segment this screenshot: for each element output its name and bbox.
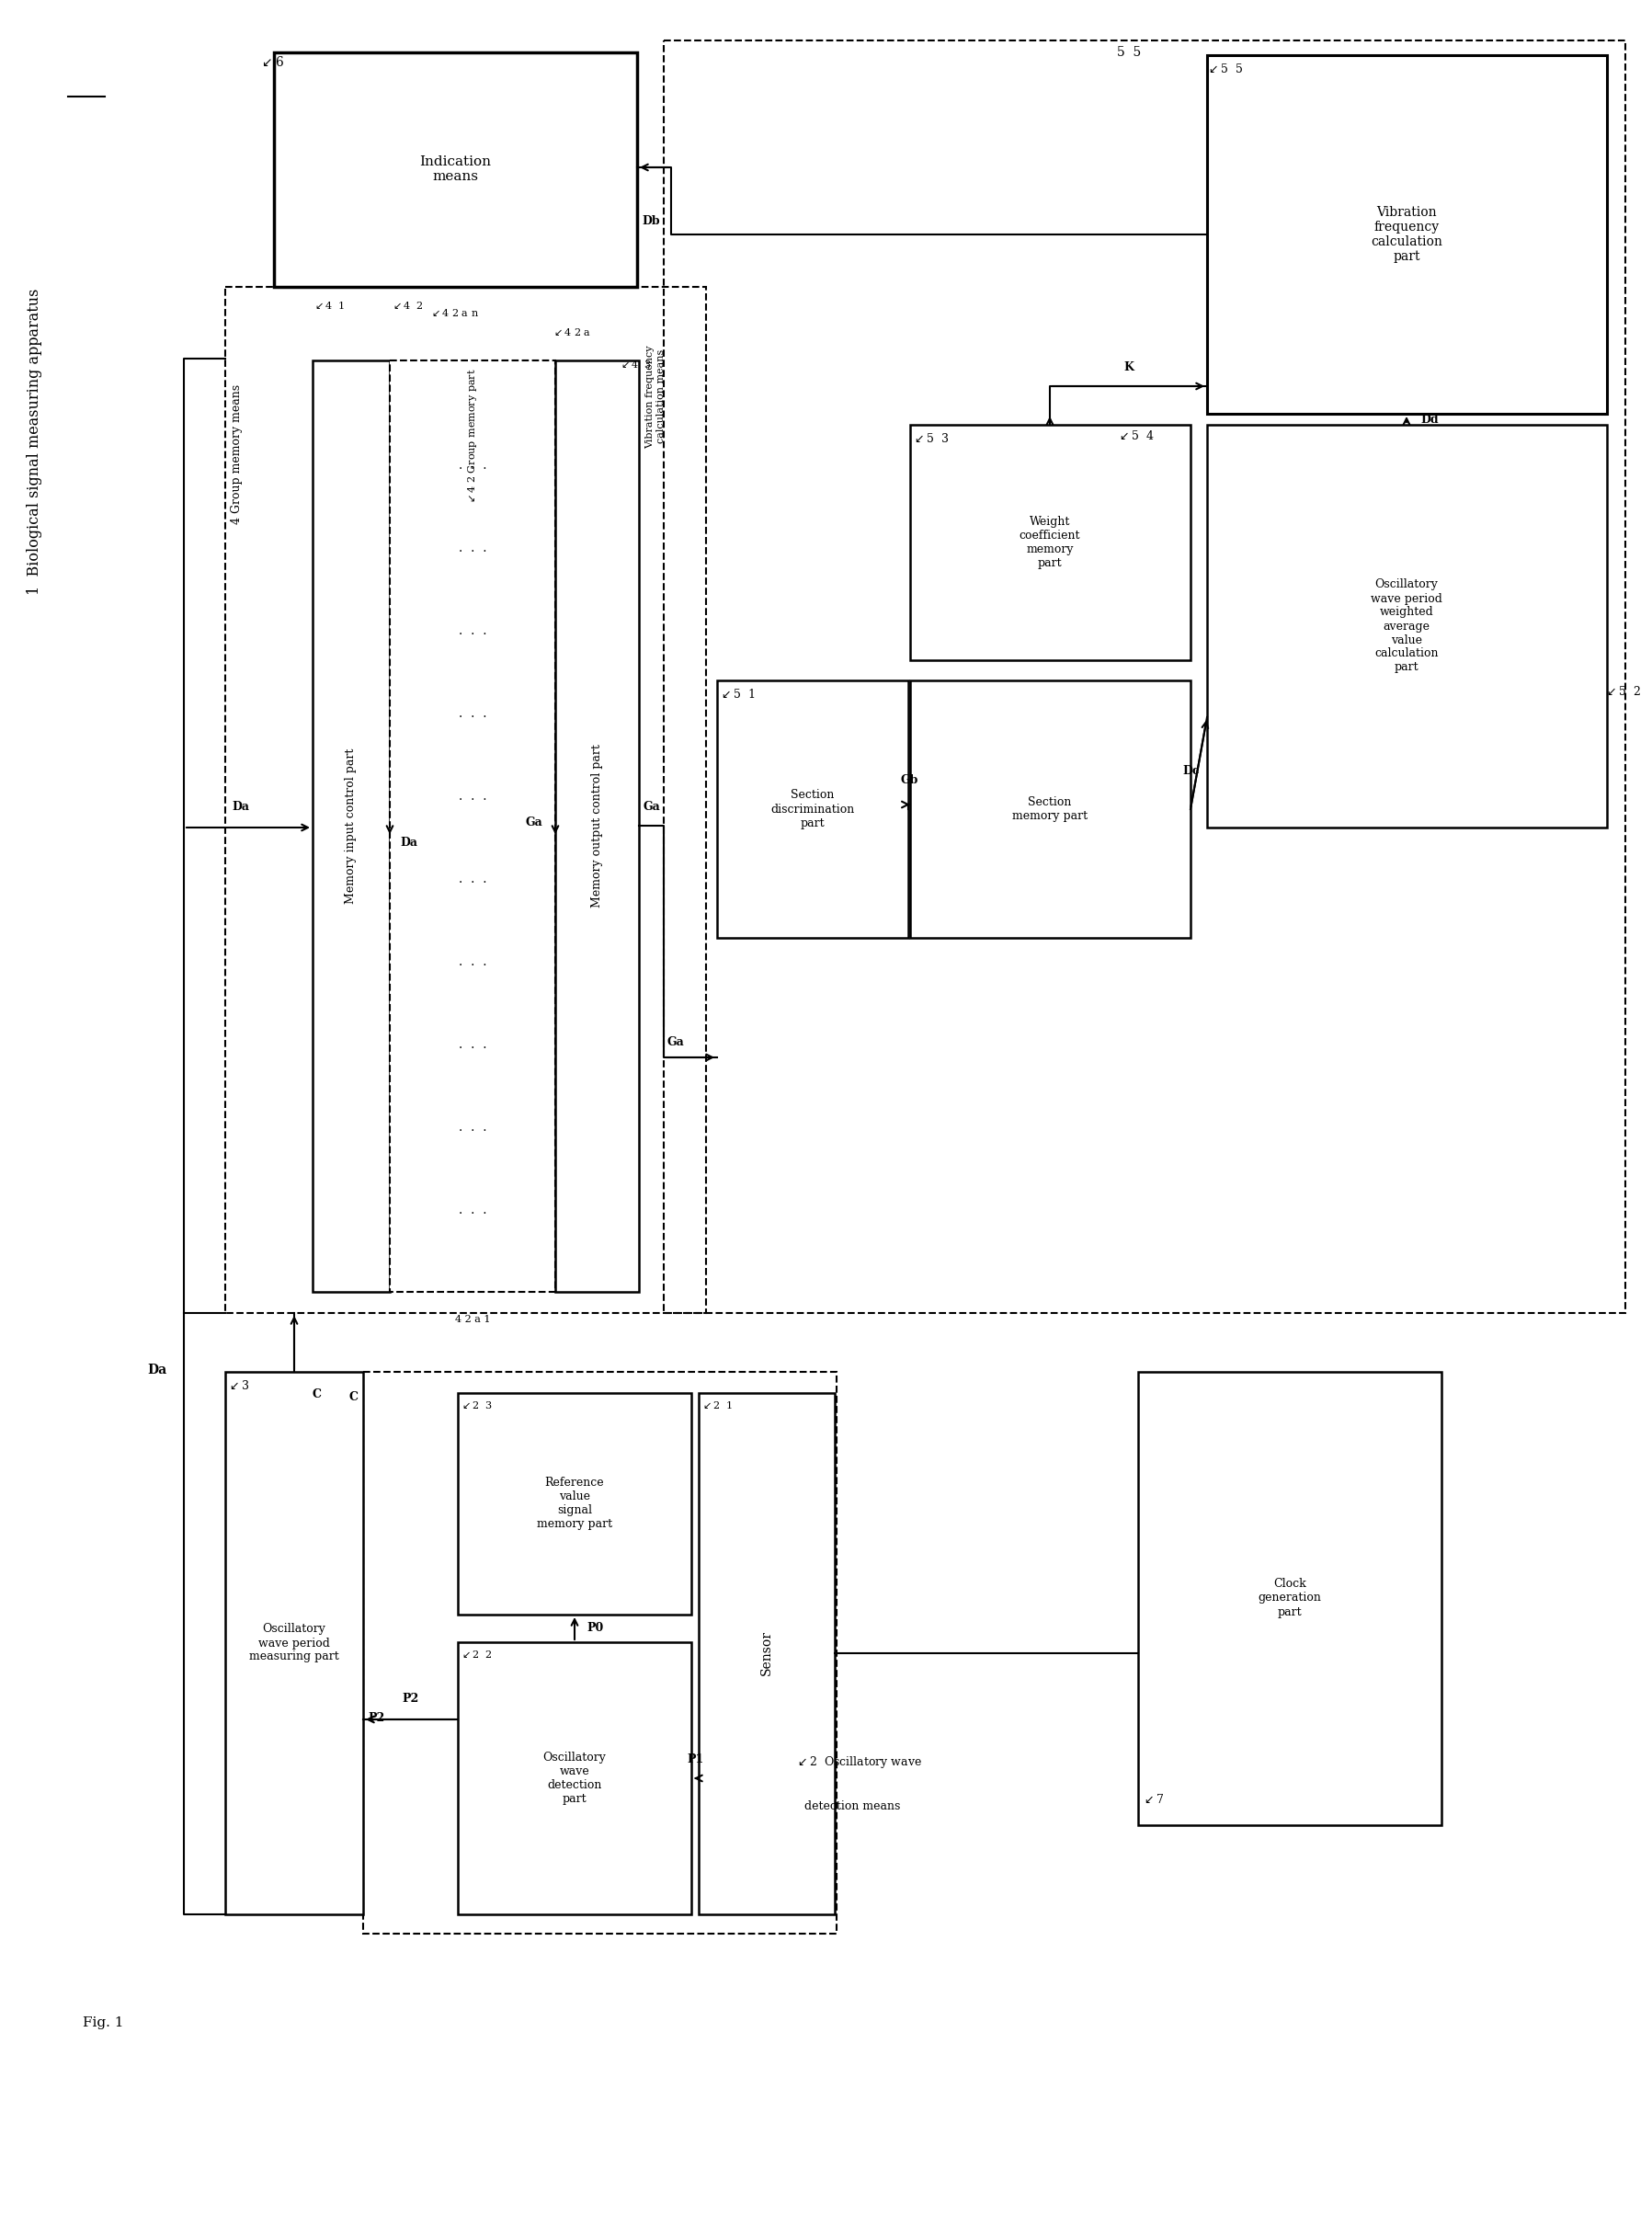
Text: Da: Da <box>233 801 249 812</box>
Text: Oscillatory
wave period
measuring part: Oscillatory wave period measuring part <box>249 1623 339 1663</box>
Bar <box>910 425 1191 660</box>
Text: Weight
coefficient
memory
part: Weight coefficient memory part <box>1019 515 1080 568</box>
Text: 5  5: 5 5 <box>1117 47 1142 58</box>
Bar <box>458 1392 691 1614</box>
Text: $\swarrow$3: $\swarrow$3 <box>226 1379 249 1392</box>
Text: ·  ·  ·: · · · <box>459 712 487 723</box>
Text: $\swarrow$7: $\swarrow$7 <box>1142 1793 1165 1806</box>
Text: P2: P2 <box>403 1692 420 1705</box>
Text: $\swarrow$4 2 a: $\swarrow$4 2 a <box>552 327 591 338</box>
Text: C: C <box>312 1388 322 1401</box>
Text: Clock
generation
part: Clock generation part <box>1259 1578 1322 1618</box>
Bar <box>363 1372 836 1934</box>
Text: Section
memory part: Section memory part <box>1013 797 1087 821</box>
Bar <box>699 1392 834 1913</box>
Text: $\swarrow$2  2: $\swarrow$2 2 <box>459 1649 492 1661</box>
Text: $\swarrow$6: $\swarrow$6 <box>259 56 284 69</box>
Bar <box>1208 56 1607 414</box>
Text: Oscillatory
wave period
weighted
average
value
calculation
part: Oscillatory wave period weighted average… <box>1371 580 1442 674</box>
Bar <box>458 1643 691 1913</box>
Text: $\swarrow$4  3: $\swarrow$4 3 <box>620 358 653 369</box>
Text: Dd: Dd <box>1421 414 1439 425</box>
Bar <box>910 680 1191 938</box>
Text: ·  ·  ·: · · · <box>459 1123 487 1137</box>
Text: P1: P1 <box>687 1752 704 1766</box>
Text: Da: Da <box>147 1363 167 1376</box>
Text: Reference
value
signal
memory part: Reference value signal memory part <box>537 1477 613 1531</box>
Text: Ga: Ga <box>644 801 661 812</box>
Text: ·  ·  ·: · · · <box>459 1206 487 1220</box>
Text: 1  Biological signal measuring apparatus: 1 Biological signal measuring apparatus <box>26 289 43 595</box>
Text: C: C <box>349 1392 358 1403</box>
Text: ·  ·  ·: · · · <box>459 877 487 888</box>
Text: $\swarrow$5  3: $\swarrow$5 3 <box>912 432 948 445</box>
Text: Oscillatory
wave
detection
part: Oscillatory wave detection part <box>544 1752 606 1804</box>
Text: ·  ·  ·: · · · <box>459 1041 487 1054</box>
Text: $\swarrow$5  2: $\swarrow$5 2 <box>1604 685 1640 698</box>
Text: $\swarrow$2  3: $\swarrow$2 3 <box>459 1399 492 1410</box>
Bar <box>1138 1372 1442 1826</box>
Text: K: K <box>1123 360 1133 374</box>
Text: $\swarrow$4 2 Group memory part: $\swarrow$4 2 Group memory part <box>466 367 479 504</box>
Text: ·  ·  ·: · · · <box>459 546 487 557</box>
Text: detection means: detection means <box>805 1799 900 1813</box>
Text: Gb: Gb <box>900 774 919 786</box>
Text: Ga: Ga <box>525 817 542 828</box>
Text: ·  ·  ·: · · · <box>459 794 487 806</box>
Bar <box>555 360 639 1291</box>
Text: Sensor: Sensor <box>760 1632 773 1676</box>
Text: 4 Group memory means: 4 Group memory means <box>231 385 243 524</box>
Text: Dc: Dc <box>1183 765 1199 777</box>
Text: $\swarrow$5  1: $\swarrow$5 1 <box>719 687 755 700</box>
Text: P2: P2 <box>368 1712 385 1723</box>
Text: Fig. 1: Fig. 1 <box>83 2016 124 2030</box>
Text: Memory input control part: Memory input control part <box>345 747 357 904</box>
Text: $\swarrow$5  4: $\swarrow$5 4 <box>1117 430 1155 443</box>
Bar <box>274 51 638 286</box>
Text: ·  ·  ·: · · · <box>459 463 487 474</box>
Text: $\swarrow$5  5: $\swarrow$5 5 <box>1206 63 1242 76</box>
Text: $\swarrow$2  1: $\swarrow$2 1 <box>700 1399 733 1410</box>
Bar <box>312 360 390 1291</box>
Text: $\swarrow$2  Oscillatory wave: $\swarrow$2 Oscillatory wave <box>795 1755 922 1770</box>
Text: ·  ·  ·: · · · <box>459 960 487 971</box>
Text: ·  ·  ·: · · · <box>459 629 487 640</box>
Text: $\swarrow$4  2: $\swarrow$4 2 <box>392 300 423 311</box>
Bar <box>664 40 1626 1314</box>
Text: $\swarrow$4 2 a n: $\swarrow$4 2 a n <box>430 307 479 318</box>
Text: P0: P0 <box>586 1623 603 1634</box>
Bar <box>390 360 555 1291</box>
Text: Vibration
frequency
calculation
part: Vibration frequency calculation part <box>1371 206 1442 264</box>
Bar <box>225 286 705 1314</box>
Text: Indication
means: Indication means <box>420 154 491 184</box>
Text: Ga: Ga <box>666 1036 684 1047</box>
Text: 4 2 a 1: 4 2 a 1 <box>454 1316 491 1325</box>
Bar <box>225 1372 363 1913</box>
Text: $\swarrow$4  1: $\swarrow$4 1 <box>312 300 345 311</box>
Text: Db: Db <box>643 215 661 226</box>
Text: Da: Da <box>400 837 418 848</box>
Bar <box>1208 425 1607 828</box>
Text: Vibration frequency
calculation means: Vibration frequency calculation means <box>646 345 666 448</box>
Text: Section
discrimination
part: Section discrimination part <box>771 790 854 828</box>
Bar <box>717 680 909 938</box>
Text: Memory output control part: Memory output control part <box>591 743 603 906</box>
